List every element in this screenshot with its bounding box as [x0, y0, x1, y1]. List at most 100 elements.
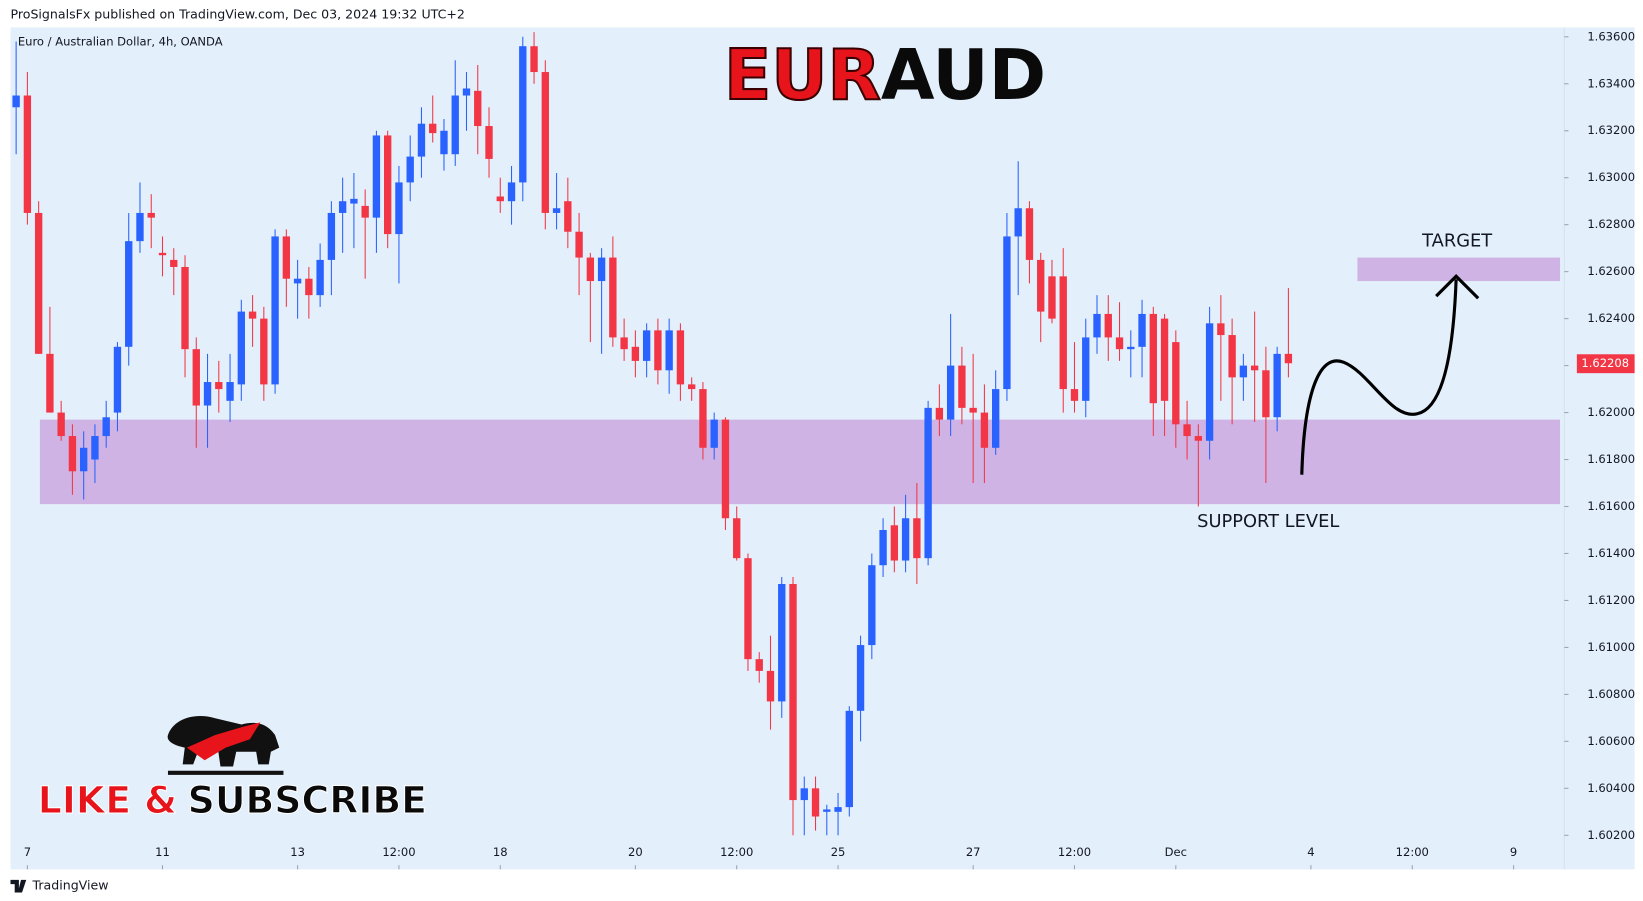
candle-body: [474, 90, 482, 127]
candle-body: [609, 257, 617, 338]
candle-body: [350, 198, 358, 204]
candle-body: [361, 205, 369, 218]
forecast-arrow: [1300, 279, 1458, 475]
tv-logo: [10, 879, 27, 893]
candle-body: [68, 436, 77, 472]
y-tick-label: 1.63200: [1587, 123, 1635, 137]
zone: [39, 419, 1561, 505]
candle-body: [282, 236, 291, 279]
x-tick-label: 7: [24, 845, 31, 859]
candle-body: [845, 710, 853, 808]
candle-body: [1138, 313, 1146, 347]
candle-body: [1127, 346, 1135, 350]
zone-label: TARGET: [1421, 231, 1492, 252]
candle-body: [1228, 335, 1236, 378]
x-tick-label: 12:00: [720, 845, 753, 859]
candle-body: [1104, 313, 1112, 338]
candle-body: [293, 278, 302, 284]
y-tick-label: 1.63400: [1587, 76, 1635, 90]
candle-body: [1183, 424, 1191, 437]
candle-body: [406, 156, 414, 183]
candle-body: [248, 311, 257, 319]
candle-body: [57, 412, 65, 437]
candle-body: [597, 257, 606, 282]
candle-body: [1172, 342, 1180, 425]
candle-body: [733, 518, 741, 559]
y-tick-label: 1.61200: [1587, 593, 1635, 607]
candle-body: [440, 130, 448, 155]
candle-body: [744, 558, 752, 660]
candle-body: [823, 809, 831, 812]
candle-body: [507, 182, 516, 202]
candle-body: [113, 346, 122, 413]
candle-body: [80, 447, 88, 472]
x-tick-label: 12:00: [1058, 845, 1091, 859]
plot: [12, 32, 1561, 836]
candle-body: [1048, 276, 1056, 319]
candle-body: [1273, 353, 1281, 418]
candle-body: [1262, 370, 1270, 418]
banner-part: SUBSCRIBE: [188, 778, 427, 822]
zone: [1357, 257, 1561, 282]
symbol-label: Euro / Australian Dollar, 4h, OANDA: [18, 35, 223, 49]
candle-body: [811, 788, 820, 817]
candle-body: [519, 46, 527, 183]
candle-body: [372, 135, 381, 218]
candle-body: [23, 95, 32, 213]
banner-part: LIKE &: [38, 778, 177, 822]
candle-body: [226, 382, 234, 401]
candle-body: [203, 382, 212, 406]
y-tick-label: 1.62600: [1587, 264, 1635, 278]
x-tick-label: 11: [155, 845, 170, 859]
candle-body: [620, 337, 628, 350]
candle-body: [530, 46, 538, 73]
candle-body: [1025, 208, 1034, 260]
candle-body: [789, 584, 797, 801]
candle-body: [879, 529, 887, 566]
candle-body: [868, 565, 876, 646]
candle-body: [665, 330, 673, 371]
candle-body: [913, 518, 921, 559]
candle-body: [834, 807, 842, 812]
y-tick-label: 1.60600: [1587, 734, 1635, 748]
candle-body: [147, 212, 155, 218]
x-tick-label: 4: [1307, 845, 1314, 859]
x-tick-label: 13: [290, 845, 305, 859]
candle-body: [327, 212, 336, 260]
candle-body: [992, 389, 1000, 448]
candle-body: [654, 330, 662, 371]
candle-body: [102, 417, 110, 437]
y-tick-label: 1.62000: [1587, 405, 1635, 419]
candle-body: [766, 670, 775, 702]
candle-body: [271, 236, 279, 385]
candle-body: [12, 95, 20, 108]
candle-body: [575, 231, 583, 258]
arrow-head: [1435, 273, 1480, 300]
candle-body: [485, 126, 493, 159]
candle-body: [1194, 436, 1203, 441]
candle-body: [676, 330, 685, 385]
candle-body: [721, 419, 730, 519]
candle-body: [631, 346, 640, 361]
y-tick-label: 1.61000: [1587, 640, 1635, 654]
candle-body: [34, 212, 43, 354]
candle-body: [338, 201, 347, 213]
candle-body: [642, 330, 651, 361]
y-tick-label: 1.60800: [1587, 687, 1635, 701]
candle-body: [451, 95, 459, 155]
title: EURAUD: [724, 36, 1046, 116]
candle-body: [958, 365, 966, 408]
candle-body: [552, 208, 561, 213]
candle-body: [1284, 353, 1293, 364]
candle-body: [856, 645, 865, 711]
candle-body: [316, 259, 324, 296]
candle-body: [158, 252, 167, 256]
candle-body: [237, 311, 245, 385]
x-tick-label: 12:00: [382, 845, 415, 859]
candle-body: [125, 241, 133, 347]
candle-body: [384, 135, 392, 235]
candle-body: [969, 407, 977, 413]
candle-body: [800, 788, 808, 801]
